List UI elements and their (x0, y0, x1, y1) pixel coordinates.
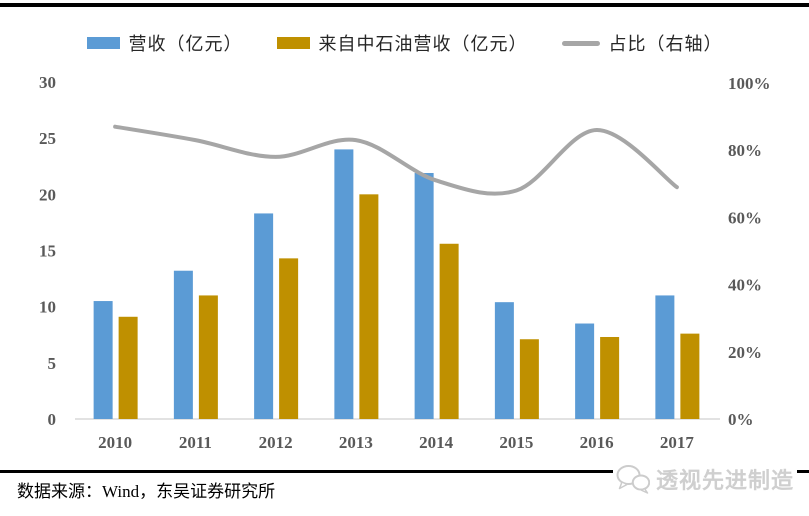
left-axis-tick: 10 (39, 298, 56, 317)
petrochina-bar (439, 243, 459, 419)
revenue-bar (173, 270, 193, 419)
right-axis-tick: 100% (728, 74, 771, 93)
x-axis-label: 2012 (259, 433, 293, 452)
legend-swatch-petrochina-revenue (276, 37, 310, 49)
wechat-icon (616, 465, 650, 494)
left-axis-tick: 5 (48, 354, 57, 373)
right-axis-tick: 0% (728, 410, 754, 429)
revenue-bar (494, 302, 514, 419)
watermark-text: 透视先进制造 (655, 468, 794, 493)
legend-item-ratio: 占比（右轴） (561, 30, 723, 56)
right-axis-tick: 60% (728, 208, 762, 227)
legend-swatch-revenue (86, 37, 120, 49)
left-axis-tick: 0 (48, 410, 57, 429)
top-divider (0, 3, 809, 7)
watermark: 透视先进制造 (612, 452, 797, 506)
right-axis-tick: 40% (728, 276, 762, 295)
petrochina-bar (680, 333, 700, 419)
revenue-bar (655, 295, 675, 419)
revenue-bar (414, 172, 434, 419)
petrochina-bar (279, 258, 299, 419)
x-axis-label: 2011 (179, 433, 212, 452)
revenue-bar (575, 323, 595, 419)
legend-swatch-ratio-line (561, 40, 600, 46)
left-axis-tick: 15 (39, 242, 56, 261)
petrochina-bar (198, 295, 218, 419)
data-source-text: 数据来源：Wind，东吴证券研究所 (17, 482, 276, 501)
combo-chart: 0 5 10 15 20 25 30 0% 20% 40% 60% 80% 100% 2010 2011 20… (39, 73, 771, 452)
left-axis-tick: 25 (39, 129, 56, 148)
x-axis-label: 2013 (339, 433, 373, 452)
x-axis-label: 2016 (580, 433, 614, 452)
petrochina-bar (519, 339, 539, 419)
x-axis-label: 2014 (419, 433, 454, 452)
revenue-bar (334, 149, 354, 419)
right-axis-tick: 80% (728, 141, 762, 160)
revenue-bar (93, 301, 113, 419)
petrochina-bar (118, 316, 138, 419)
legend-label-revenue: 营收（亿元） (128, 34, 243, 54)
ratio-line (113, 124, 679, 196)
chart-legend: 营收（亿元） 来自中石油营收（亿元） 占比（右轴） (0, 30, 809, 56)
revenue-bar (254, 213, 274, 419)
petrochina-bar (359, 194, 379, 419)
right-axis-tick: 20% (728, 343, 762, 362)
chart-canvas: 0 5 10 15 20 25 30 0% 20% 40% 60% 80% 100% 2010 2011 20… (39, 73, 771, 452)
x-axis-label: 2017 (660, 433, 695, 452)
left-axis-tick: 20 (39, 185, 56, 204)
x-axis-label: 2010 (98, 433, 132, 452)
legend-item-petrochina-revenue: 来自中石油营收（亿元） (276, 30, 528, 56)
x-axis-label: 2015 (499, 433, 533, 452)
petrochina-bar (600, 336, 620, 419)
legend-item-revenue: 营收（亿元） (86, 30, 243, 56)
bottom-divider (0, 470, 809, 473)
left-axis-tick: 30 (39, 73, 56, 92)
legend-label-ratio: 占比（右轴） (608, 34, 723, 54)
legend-label-petrochina-revenue: 来自中石油营收（亿元） (318, 34, 528, 54)
